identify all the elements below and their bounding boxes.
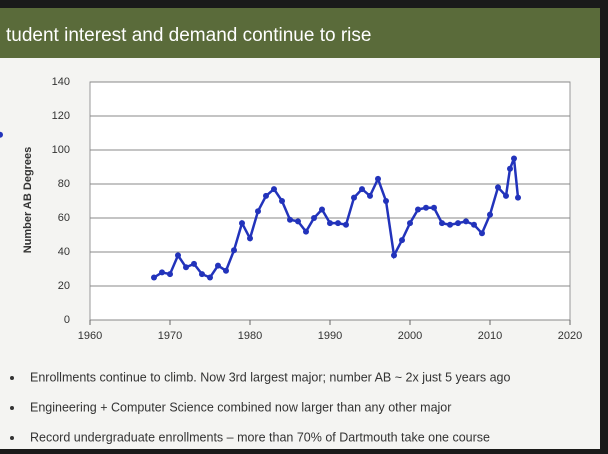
data-point	[247, 235, 253, 241]
data-point	[255, 208, 261, 214]
data-point	[503, 193, 509, 199]
bullet-dot	[10, 406, 14, 410]
y-tick-label: 0	[64, 314, 70, 326]
data-point	[479, 230, 485, 236]
x-tick-label: 2010	[478, 330, 502, 342]
data-point	[507, 166, 513, 172]
data-point	[431, 205, 437, 211]
data-point	[447, 222, 453, 228]
data-point	[263, 193, 269, 199]
x-tick-label: 2000	[398, 330, 422, 342]
data-point	[215, 263, 221, 269]
y-tick-label: 20	[58, 280, 70, 292]
data-point	[367, 193, 373, 199]
data-point	[423, 205, 429, 211]
data-point	[359, 186, 365, 192]
data-point	[231, 247, 237, 253]
data-point	[239, 220, 245, 226]
data-point	[511, 156, 517, 162]
data-point	[487, 212, 493, 218]
y-tick-label: 40	[58, 246, 70, 258]
data-point	[391, 252, 397, 258]
data-point	[463, 218, 469, 224]
data-point	[223, 268, 229, 274]
y-tick-label: 120	[52, 110, 70, 122]
data-point	[199, 271, 205, 277]
y-tick-label: 60	[58, 212, 70, 224]
x-tick-label: 1960	[78, 330, 102, 342]
data-point	[471, 222, 477, 228]
bullet-text: Engineering + Computer Science combined …	[30, 400, 451, 414]
data-point	[383, 198, 389, 204]
page: tudent interest and demand continue to r…	[0, 0, 608, 449]
y-axis-label: Number AB Degrees	[22, 147, 34, 254]
bullet-text: Record undergraduate enrollments – more …	[30, 430, 490, 444]
slide-title: tudent interest and demand continue to r…	[6, 25, 371, 46]
data-point	[207, 275, 213, 281]
data-point	[167, 271, 173, 277]
data-point	[159, 269, 165, 275]
x-tick-label: 2020	[558, 330, 582, 342]
bullet-dot	[10, 436, 14, 440]
data-point	[495, 184, 501, 190]
data-point	[183, 264, 189, 270]
data-point	[415, 207, 421, 213]
data-point	[191, 261, 197, 267]
data-point	[175, 252, 181, 258]
slide: tudent interest and demand continue to r…	[0, 0, 608, 449]
data-point	[279, 198, 285, 204]
plot-area	[90, 82, 570, 320]
data-point	[515, 195, 521, 201]
bullet-text: Enrollments continue to climb. Now 3rd l…	[30, 370, 510, 384]
data-point	[439, 220, 445, 226]
data-point	[351, 195, 357, 201]
y-tick-label: 140	[52, 76, 70, 88]
data-point	[287, 217, 293, 223]
data-point	[327, 220, 333, 226]
data-point	[303, 229, 309, 235]
data-point	[151, 275, 157, 281]
y-tick-label: 100	[52, 144, 70, 156]
x-tick-label: 1970	[158, 330, 182, 342]
bullet-dot	[10, 376, 14, 380]
x-tick-label: 1980	[238, 330, 262, 342]
data-point	[407, 220, 413, 226]
x-tick-label: 1990	[318, 330, 342, 342]
y-tick-label: 80	[58, 178, 70, 190]
data-point	[295, 218, 301, 224]
data-point	[455, 220, 461, 226]
data-point	[311, 215, 317, 221]
data-point	[399, 237, 405, 243]
data-point	[271, 186, 277, 192]
data-point	[319, 207, 325, 213]
data-point	[335, 220, 341, 226]
data-point	[375, 176, 381, 182]
data-point	[343, 222, 349, 228]
